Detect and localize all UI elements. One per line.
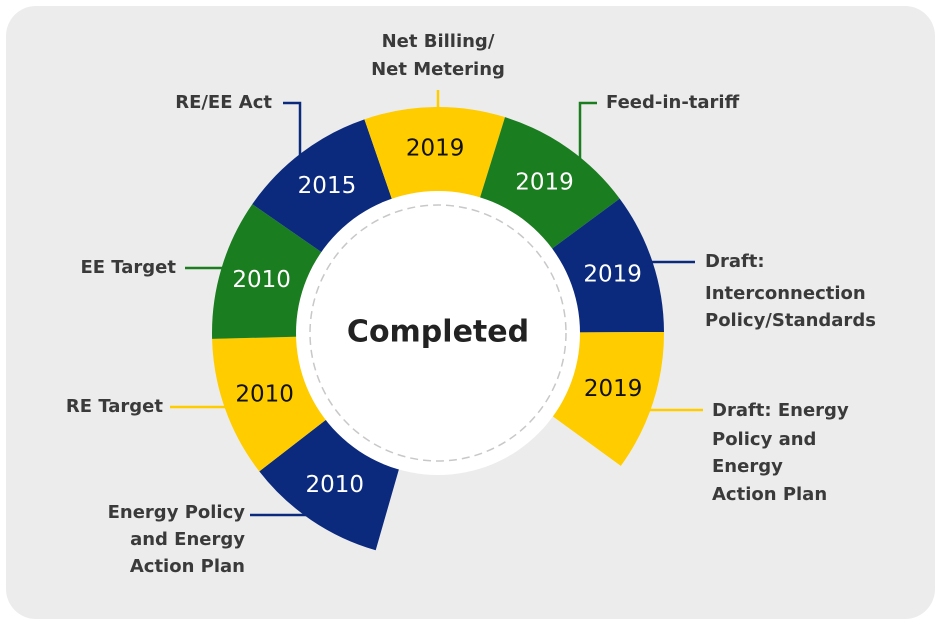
item-label: EE Target xyxy=(80,257,176,278)
item-label: Draft: xyxy=(705,251,765,272)
leader xyxy=(283,101,302,162)
item-label: Draft: Energy xyxy=(712,400,849,421)
center-circle xyxy=(296,191,580,475)
item-label: Policy and xyxy=(712,429,816,450)
item-label: Action Plan xyxy=(130,556,245,577)
segment-year: 2019 xyxy=(515,169,574,195)
leader xyxy=(578,101,597,162)
item-label: Policy/Standards xyxy=(705,310,876,331)
segment-year: 2015 xyxy=(298,173,357,199)
segment-year: 2019 xyxy=(406,136,465,162)
item-label: RE Target xyxy=(66,396,163,417)
item-label: Energy xyxy=(712,456,783,477)
segment-year: 2010 xyxy=(232,267,291,293)
segment-year: 2010 xyxy=(306,472,365,498)
segment-year: 2019 xyxy=(584,376,643,402)
item-label: RE/EE Act xyxy=(175,92,272,113)
item-label: Net Billing/ xyxy=(382,31,495,52)
item-label: Energy Policy xyxy=(108,502,246,523)
center-dashed-ring xyxy=(309,204,567,462)
segment-year: 2010 xyxy=(235,381,294,407)
segment-year: 2019 xyxy=(583,261,642,287)
leader xyxy=(250,500,308,517)
center-label: Completed xyxy=(347,315,529,350)
segment xyxy=(364,106,506,220)
item-label: Interconnection xyxy=(705,283,866,304)
item-label: Net Metering xyxy=(371,59,505,80)
item-label: Action Plan xyxy=(712,484,827,505)
item-label: and Energy xyxy=(130,529,245,550)
item-label: Feed-in-tariff xyxy=(606,92,740,113)
